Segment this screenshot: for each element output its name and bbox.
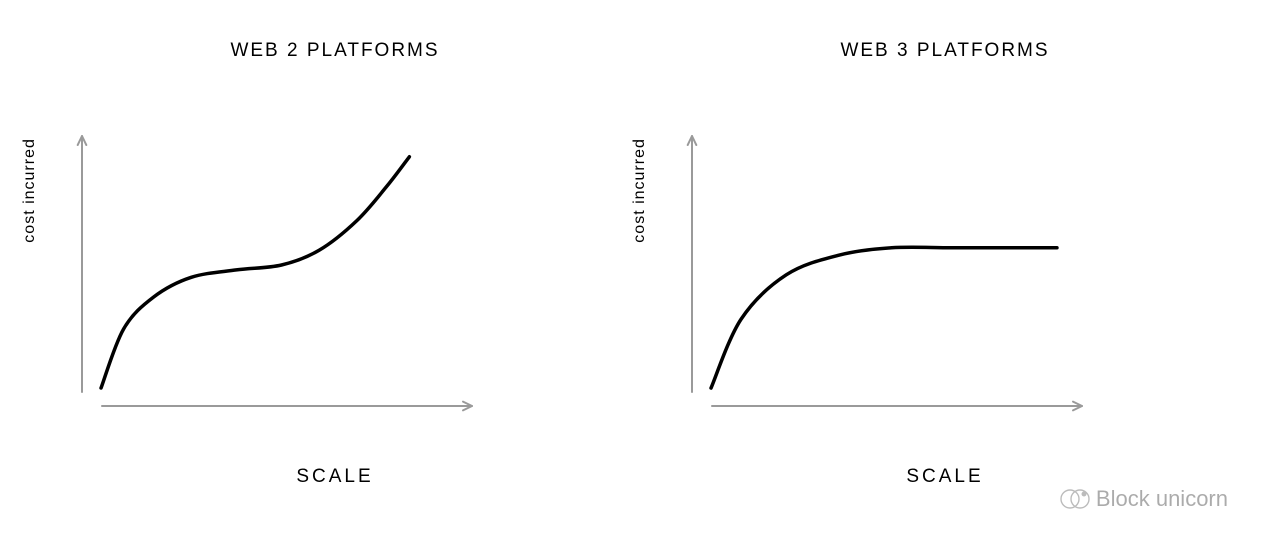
chart-panel-web2: WEB 2 PLATFORMS cost incurred SCALE bbox=[42, 40, 628, 530]
chart-panel-web3: WEB 3 PLATFORMS cost incurred SCALE bbox=[652, 40, 1238, 530]
chart-container: WEB 2 PLATFORMS cost incurred SCALE WEB … bbox=[0, 0, 1280, 550]
chart-title-web3: WEB 3 PLATFORMS bbox=[840, 40, 1049, 62]
watermark-icon bbox=[1060, 486, 1090, 512]
chart-svg-web3 bbox=[652, 132, 1092, 422]
watermark-text: Block unicorn bbox=[1096, 486, 1228, 512]
ylabel-web3: cost incurred bbox=[631, 138, 649, 243]
xlabel-web3: SCALE bbox=[906, 466, 983, 488]
watermark: Block unicorn bbox=[1060, 486, 1228, 512]
xlabel-web2: SCALE bbox=[296, 466, 373, 488]
chart-area-web3: cost incurred SCALE bbox=[652, 132, 1238, 452]
chart-area-web2: cost incurred SCALE bbox=[42, 132, 628, 452]
chart-title-web2: WEB 2 PLATFORMS bbox=[230, 40, 439, 62]
ylabel-web2: cost incurred bbox=[21, 138, 39, 243]
chart-svg-web2 bbox=[42, 132, 482, 422]
